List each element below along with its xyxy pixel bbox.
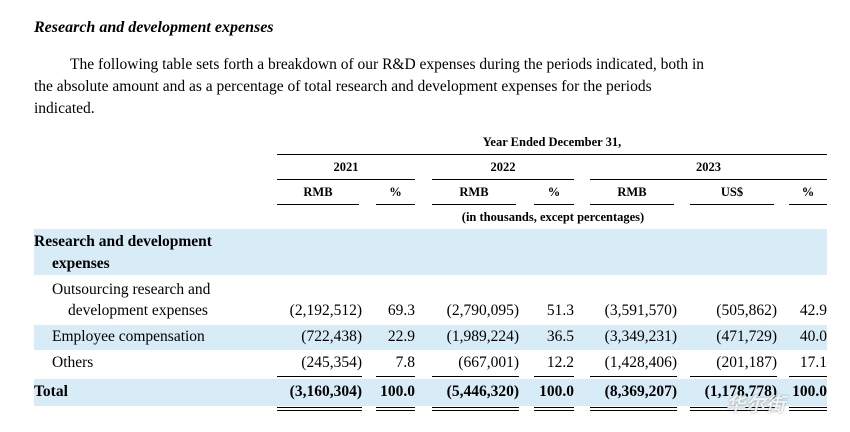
cell: 22.9	[387, 328, 415, 345]
cell: (505,862)	[716, 302, 777, 319]
cell: 51.3	[546, 302, 574, 319]
total-label: Total	[34, 383, 68, 400]
total-double-rule	[590, 407, 677, 411]
total-double-rule	[376, 407, 415, 411]
section-title: Research and development expenses	[34, 19, 274, 36]
total-double-rule	[432, 407, 519, 411]
year-2022-rule	[432, 179, 574, 180]
row-label: development expenses	[68, 302, 208, 319]
col-header: RMB	[303, 185, 333, 199]
total-band	[34, 379, 827, 406]
col-header: RMB	[617, 185, 647, 199]
cell: (3,591,570)	[604, 302, 677, 319]
watermark-logo: 华尔街	[726, 395, 787, 416]
col-header: RMB	[459, 185, 489, 199]
cell: (2,790,095)	[446, 302, 519, 319]
unit-note: (in thousands, except percentages)	[461, 210, 645, 224]
year-2021: 2021	[333, 160, 359, 174]
cell: 42.9	[799, 302, 827, 319]
col-rule	[432, 204, 516, 205]
year-2023-rule	[590, 179, 827, 180]
total-double-rule	[277, 407, 362, 411]
intro-line-1: The following table sets forth a breakdo…	[70, 56, 705, 73]
total-double-rule	[690, 407, 777, 411]
total-cell: (8,369,207)	[604, 383, 677, 400]
col-rule	[534, 204, 574, 205]
total-cell: 100.0	[792, 383, 827, 400]
col-header: %	[801, 185, 815, 199]
cell: (1,428,406)	[604, 354, 677, 371]
intro-line-2: the absolute amount and as a percentage …	[34, 78, 652, 95]
row-label: Outsourcing research and	[52, 281, 211, 298]
subtotal-rule	[376, 376, 415, 377]
period-header: Year Ended December 31,	[482, 135, 622, 149]
subtotal-rule	[534, 376, 574, 377]
year-2023: 2023	[696, 160, 721, 174]
subtotal-rule	[590, 376, 677, 377]
cell: (201,187)	[716, 354, 777, 371]
intro-line-3: indicated.	[34, 100, 95, 117]
col-rule	[590, 204, 674, 205]
col-header: %	[547, 185, 561, 199]
subtotal-rule	[432, 376, 519, 377]
col-header: %	[389, 185, 402, 199]
total-cell: (1,178,778)	[704, 383, 777, 400]
cell: 36.5	[546, 328, 574, 345]
cell: (245,354)	[301, 354, 362, 371]
cell: (1,989,224)	[446, 328, 519, 345]
total-double-rule	[789, 407, 827, 411]
row-label: Employee compensation	[52, 328, 205, 345]
cell: 7.8	[395, 354, 415, 371]
group-label-line1: Research and development	[34, 233, 212, 250]
col-rule	[690, 204, 774, 205]
intro-paragraph: The following table sets forth a breakdo…	[34, 54, 824, 120]
col-rule	[376, 204, 415, 205]
cell: 12.2	[546, 354, 574, 371]
col-rule	[277, 204, 359, 205]
total-cell: 100.0	[539, 383, 574, 400]
row-label: Others	[52, 354, 94, 371]
group-label-line2: expenses	[52, 255, 110, 272]
total-cell: 100.0	[380, 383, 415, 400]
cell: (3,349,231)	[604, 328, 677, 345]
subtotal-rule	[690, 376, 777, 377]
subtotal-rule	[789, 376, 827, 377]
cell: (471,729)	[716, 328, 777, 345]
row-band	[34, 325, 827, 350]
cell: 17.1	[799, 354, 827, 371]
cell: (722,438)	[301, 328, 362, 345]
year-2022: 2022	[490, 160, 516, 174]
total-double-rule	[534, 407, 574, 411]
cell: (667,001)	[458, 354, 519, 371]
total-cell: (5,446,320)	[446, 383, 519, 400]
year-2021-rule	[277, 179, 415, 180]
total-cell: (3,160,304)	[289, 383, 362, 400]
cell: 40.0	[799, 328, 827, 345]
col-rule	[789, 204, 827, 205]
subtotal-rule	[277, 376, 362, 377]
group-band	[34, 229, 827, 275]
cell: 69.3	[387, 302, 415, 319]
col-header: US$	[720, 185, 744, 199]
period-rule	[277, 154, 827, 155]
cell: (2,192,512)	[289, 302, 362, 319]
